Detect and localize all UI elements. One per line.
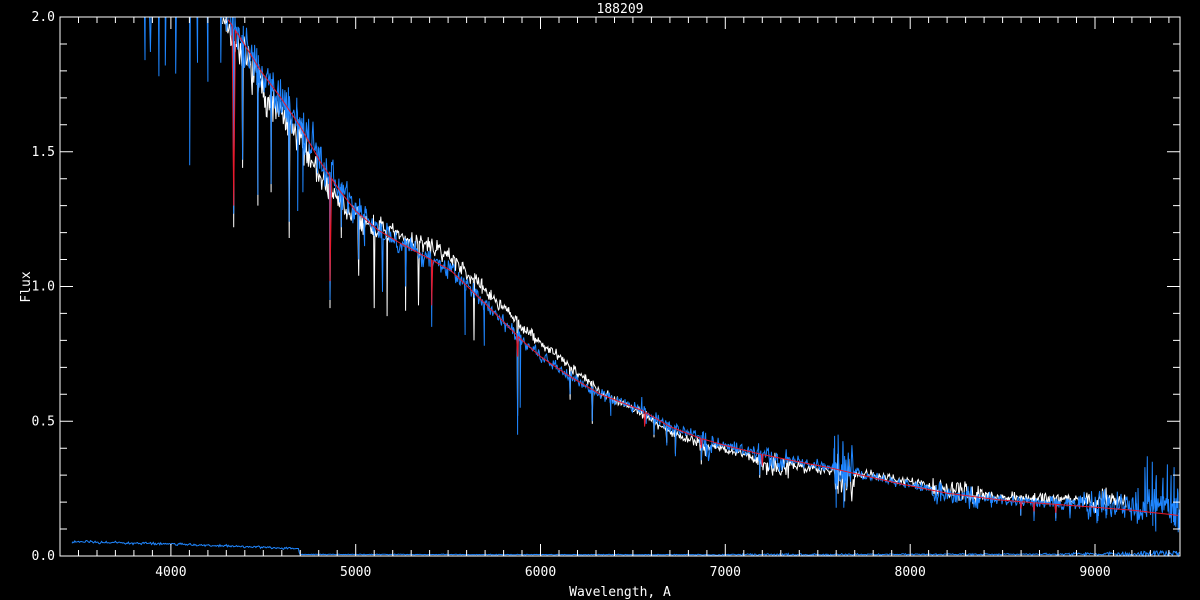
x-tick-label: 5000 bbox=[340, 565, 371, 580]
x-tick-label: 4000 bbox=[155, 565, 186, 580]
y-tick-label: 2.0 bbox=[32, 10, 55, 25]
y-axis-label: Flux bbox=[19, 271, 34, 302]
y-tick-label: 0.5 bbox=[32, 414, 55, 429]
plot-title: 188209 bbox=[597, 2, 644, 17]
spectrum-series-layer bbox=[71, 16, 1180, 558]
model-spectrum-red bbox=[227, 19, 1179, 516]
x-tick-label: 9000 bbox=[1079, 565, 1110, 580]
x-tick-label: 6000 bbox=[525, 565, 556, 580]
y-tick-label: 1.5 bbox=[32, 145, 55, 160]
plot-frame-and-ticks bbox=[59, 16, 1181, 557]
x-tick-label: 7000 bbox=[710, 565, 741, 580]
y-tick-label: 0.0 bbox=[32, 549, 55, 564]
y-tick-label: 1.0 bbox=[32, 280, 55, 295]
x-axis-label: Wavelength, A bbox=[569, 585, 671, 600]
x-tick-label: 8000 bbox=[895, 565, 926, 580]
axes-layer bbox=[59, 16, 1181, 557]
tick-label-layer: 4000 5000 6000 7000 8000 9000 0.0 0.5 1.0 1.5 2.0 bbox=[32, 10, 1111, 580]
error-spectrum-blue bbox=[71, 539, 1180, 558]
